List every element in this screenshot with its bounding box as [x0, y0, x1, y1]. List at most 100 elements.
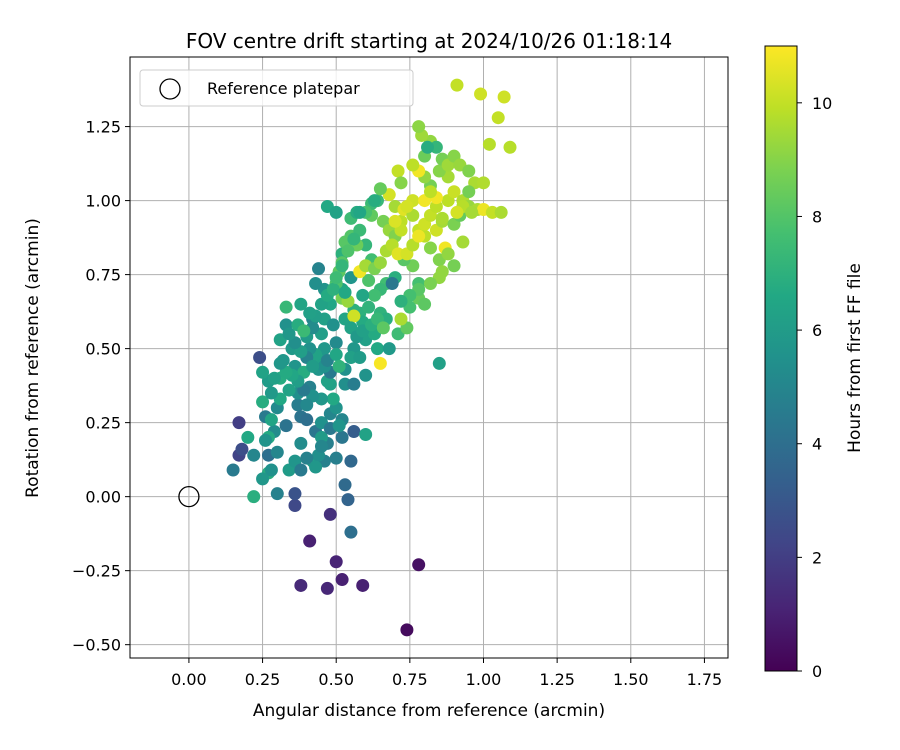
- data-point: [341, 244, 355, 258]
- data-point: [400, 623, 414, 637]
- data-point: [482, 137, 496, 151]
- data-point: [338, 478, 352, 492]
- data-point: [335, 259, 349, 273]
- data-point: [288, 499, 302, 513]
- data-point: [306, 359, 320, 373]
- data-point: [465, 205, 479, 219]
- data-point: [391, 164, 405, 178]
- legend-marker: [159, 78, 181, 100]
- data-point: [232, 416, 246, 430]
- colorbar-tick-label: 0: [812, 662, 822, 681]
- data-point: [412, 120, 426, 134]
- data-point: [259, 433, 273, 447]
- data-point: [309, 276, 323, 290]
- x-tick-label: 0.50: [318, 670, 354, 689]
- colorbar-tick-label: 2: [812, 548, 822, 567]
- data-point: [450, 78, 464, 92]
- data-point: [347, 232, 361, 246]
- data-point: [353, 351, 367, 364]
- data-point: [423, 185, 437, 199]
- data-point: [341, 493, 355, 507]
- data-point: [347, 425, 361, 439]
- data-point: [279, 419, 293, 433]
- data-point: [344, 454, 358, 468]
- colorbar-label: Hours from first FF file: [845, 263, 865, 453]
- data-point: [270, 445, 284, 459]
- data-point: [323, 507, 337, 521]
- data-point: [421, 140, 435, 154]
- colorbar-gradient: [764, 45, 798, 672]
- data-point: [335, 430, 349, 444]
- data-point: [429, 200, 443, 214]
- legend-label: Reference platepar: [207, 79, 360, 98]
- data-point: [476, 176, 490, 190]
- data-point: [226, 463, 240, 477]
- data-point: [312, 262, 326, 276]
- y-tick-label: 1.00: [85, 192, 121, 211]
- data-point: [362, 274, 376, 288]
- data-point: [370, 342, 384, 356]
- data-point: [368, 288, 382, 302]
- data-point: [503, 140, 517, 154]
- data-point: [362, 300, 376, 314]
- colorbar-tick-label: 4: [812, 435, 822, 454]
- data-point: [294, 578, 308, 592]
- data-point: [359, 427, 373, 441]
- data-point: [373, 356, 387, 370]
- colorbar-tick-label: 6: [812, 321, 822, 340]
- data-point: [329, 205, 343, 219]
- data-point: [253, 351, 267, 364]
- data-point: [282, 327, 296, 341]
- x-axis-ticks: 0.00 0.25 0.50 0.75 1.00 1.25 1.50 1.75: [171, 658, 722, 689]
- data-point: [418, 297, 432, 311]
- data-point: [347, 377, 361, 391]
- data-point: [394, 176, 408, 190]
- data-point: [326, 392, 340, 406]
- data-point: [329, 451, 343, 465]
- data-point: [256, 365, 270, 379]
- data-point: [270, 487, 284, 501]
- data-point: [368, 194, 382, 208]
- y-tick-label: 1.25: [85, 118, 121, 137]
- x-tick-label: 1.00: [466, 670, 502, 689]
- data-point: [373, 182, 387, 196]
- legend: Reference platepar: [139, 69, 414, 107]
- data-point: [406, 158, 420, 172]
- data-point: [267, 371, 281, 385]
- data-point: [314, 439, 328, 453]
- data-point: [344, 525, 358, 539]
- data-point: [394, 312, 408, 326]
- data-point: [332, 419, 346, 433]
- data-point: [264, 386, 278, 400]
- data-point: [303, 534, 317, 548]
- data-point: [456, 235, 470, 249]
- data-point: [335, 573, 349, 587]
- data-point: [264, 463, 278, 477]
- colorbar: 0 2 4 6 8 10 Hours from first FF file: [764, 45, 865, 681]
- data-point: [309, 460, 323, 474]
- data-point: [338, 285, 352, 299]
- data-point: [320, 581, 334, 595]
- data-point: [300, 398, 314, 412]
- x-tick-label: 1.50: [613, 670, 649, 689]
- data-point: [247, 490, 261, 504]
- data-point: [288, 487, 302, 501]
- y-tick-label: −0.25: [72, 562, 121, 581]
- data-point: [356, 578, 370, 592]
- data-point: [450, 205, 464, 219]
- data-point: [474, 87, 488, 101]
- data-point: [264, 413, 278, 427]
- y-tick-label: 0.75: [85, 266, 121, 285]
- chart-title: FOV centre drift starting at 2024/10/26 …: [186, 29, 672, 53]
- data-point: [326, 318, 340, 332]
- data-point: [394, 294, 408, 308]
- data-point: [435, 211, 449, 225]
- data-point: [400, 200, 414, 214]
- x-tick-label: 1.75: [687, 670, 723, 689]
- data-points: [226, 78, 517, 637]
- data-point: [497, 90, 511, 104]
- data-point: [294, 463, 308, 477]
- colorbar-tick-label: 10: [812, 94, 832, 113]
